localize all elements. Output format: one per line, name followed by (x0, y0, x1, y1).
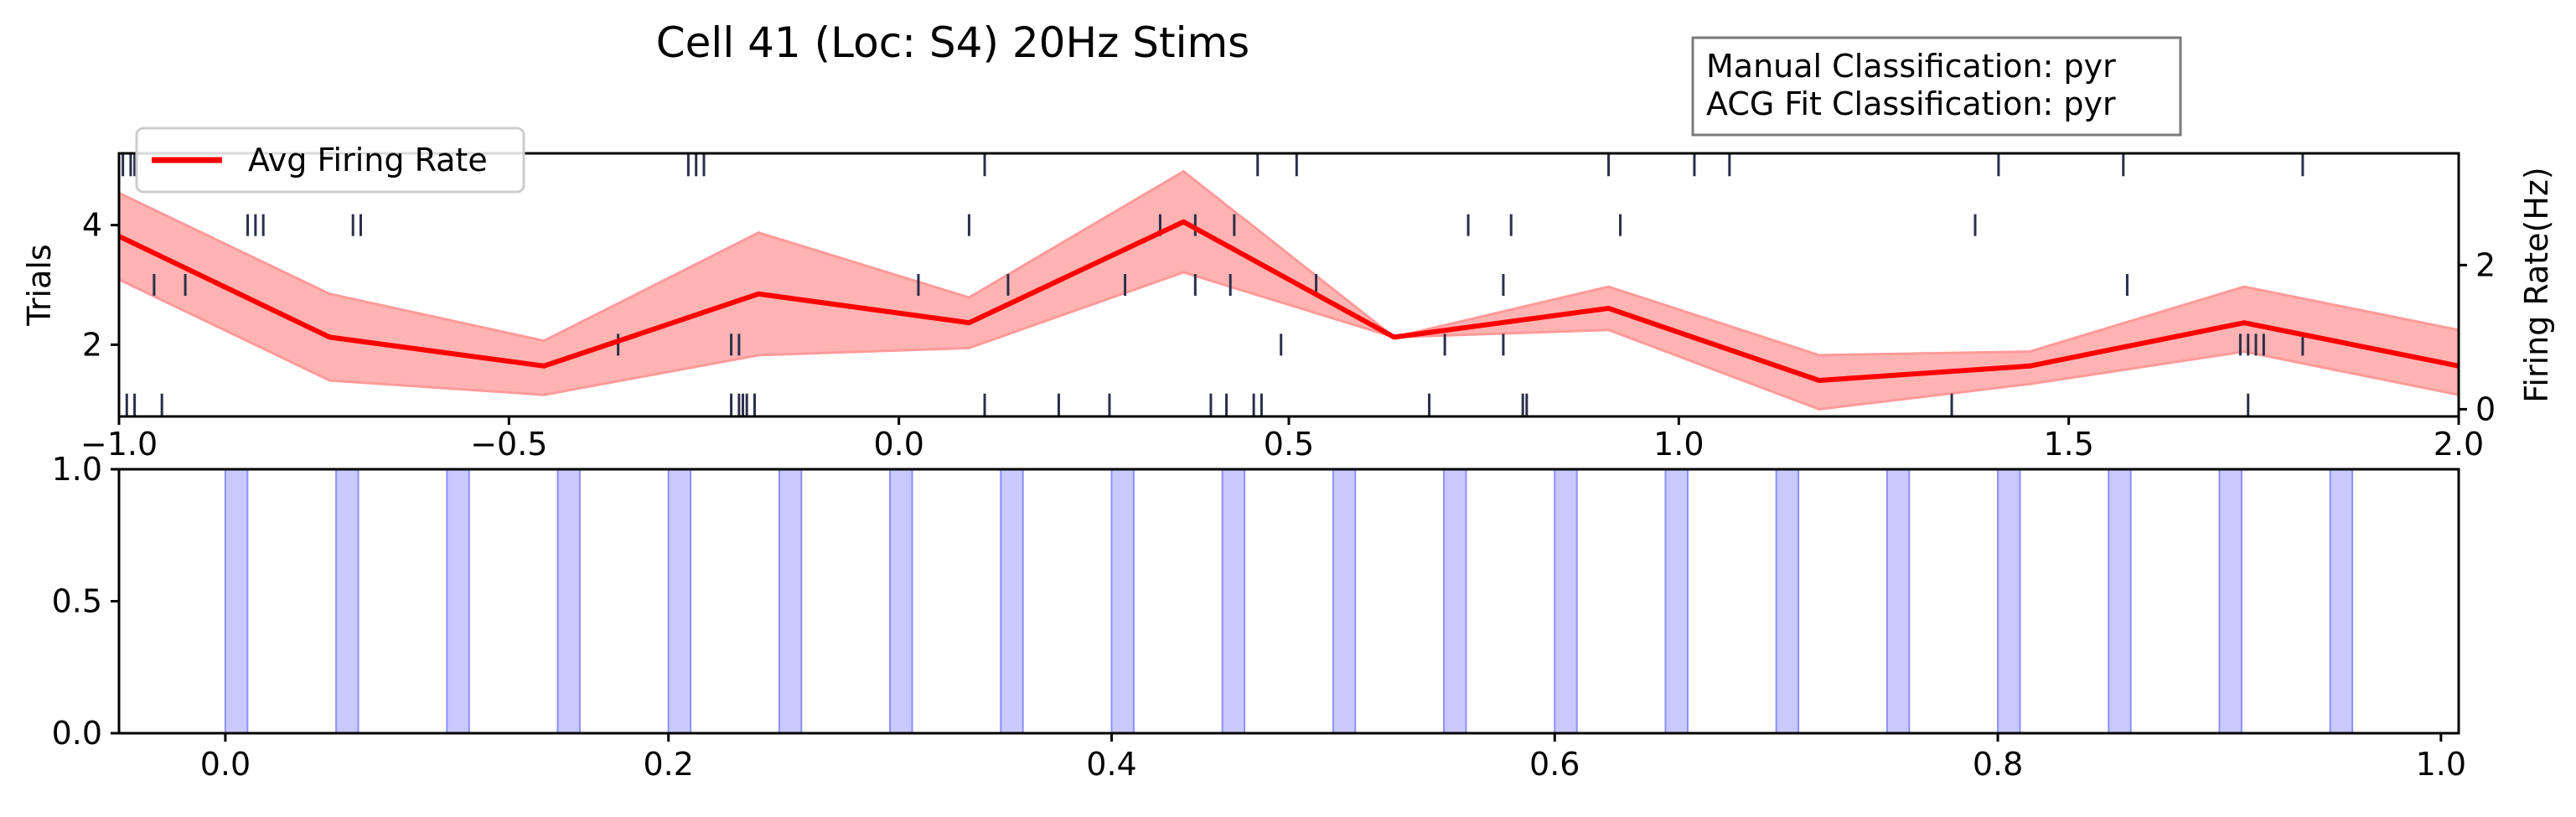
y-tick-label: 4 (82, 207, 102, 244)
stimulus-bar (778, 468, 803, 734)
stimulus-bar (2218, 468, 2242, 734)
stimulus-bar (335, 468, 360, 734)
firing-rate-axis-label: Firing Rate(Hz) (2518, 167, 2555, 402)
x-tick-label: 1.0 (2416, 746, 2466, 783)
right-y-tick-label: 0 (2475, 390, 2496, 427)
firing-rate-confidence-band (117, 169, 2460, 411)
stimulus-panel-frame (117, 468, 2460, 735)
legend: Avg Firing Rate (135, 127, 525, 194)
x-tick-label: 1.0 (1653, 426, 1704, 463)
x-tick-label: 1.5 (2043, 426, 2093, 463)
stimulus-bar (1443, 468, 1467, 734)
stimulus-bar (224, 468, 249, 734)
classification-box: Manual Classification: pyr ACG Fit Class… (1691, 36, 2182, 137)
x-tick-label: −0.5 (470, 426, 547, 463)
x-tick-label: 0.5 (1264, 426, 1314, 463)
x-tick-label: 0.2 (643, 746, 693, 783)
x-tick-label: 0.4 (1086, 746, 1136, 783)
raster-x-axis: −1.0 −0.5 0.0 0.5 1.0 1.5 2.0 (80, 416, 2484, 463)
stimulus-bar (1332, 468, 1357, 734)
stimulus-x-axis: 0.0 0.2 0.4 0.6 0.8 1.0 (200, 733, 2466, 783)
x-tick-label: −1.0 (80, 426, 158, 463)
raster-panel: −1.0 −0.5 0.0 0.5 1.0 1.5 2.0 24 02 Trials Fir… (21, 127, 2555, 463)
legend-frame (135, 127, 525, 194)
stimulus-bar (1775, 468, 1800, 734)
stimulus-bar (889, 468, 913, 734)
y-tick-label: 1.0 (52, 451, 102, 488)
manual-classification-text: Manual Classification: pyr (1706, 48, 2116, 85)
legend-label-avg-firing-rate: Avg Firing Rate (248, 142, 488, 178)
stimulus-bar (1997, 468, 2021, 734)
stimulus-bar (2108, 468, 2132, 734)
firing-rate-line-group (117, 219, 2460, 383)
x-tick-label: 0.0 (200, 746, 251, 783)
stimulus-bar (1221, 468, 1246, 734)
figure-title: Cell 41 (Loc: S4) 20Hz Stims (656, 18, 1249, 67)
y-tick-label: 2 (82, 326, 102, 363)
stimulus-bar (446, 468, 470, 734)
stimulus-y-axis: 0.0 0.5 1.0 (52, 451, 119, 752)
x-tick-label: 2.0 (2434, 426, 2484, 463)
avg-firing-rate-line (117, 219, 2460, 383)
stimulus-bar (1000, 468, 1024, 734)
acg-classification-text: ACG Fit Classification: pyr (1706, 85, 2116, 122)
stimulus-bar (667, 468, 692, 734)
stimulus-bar (1885, 468, 1911, 734)
x-tick-label: 0.8 (1973, 746, 2023, 783)
x-tick-label: 0.0 (873, 426, 923, 463)
trials-y-axis: 24 (82, 207, 119, 363)
firing-rate-y-axis: 02 (2459, 246, 2496, 427)
stimulus-bar (1664, 468, 1689, 734)
stimulus-bar (2329, 468, 2354, 734)
stimulus-panel: 0.0 0.2 0.4 0.6 0.8 1.0 0.0 0.5 1.0 (52, 451, 2467, 783)
y-tick-label: 0.5 (52, 583, 102, 620)
stimulus-bar (556, 468, 581, 734)
classification-box-frame (1691, 36, 2182, 137)
x-tick-label: 0.6 (1529, 746, 1580, 783)
firing-rate-band (117, 169, 2460, 411)
stimulus-epochs (224, 468, 2354, 734)
trials-axis-label: Trials (21, 244, 58, 326)
right-y-tick-label: 2 (2475, 246, 2496, 283)
stimulus-bar (1554, 468, 1578, 734)
spike-raster (122, 154, 2304, 416)
y-tick-label: 0.0 (52, 715, 102, 752)
stimulus-bar (1110, 468, 1135, 734)
